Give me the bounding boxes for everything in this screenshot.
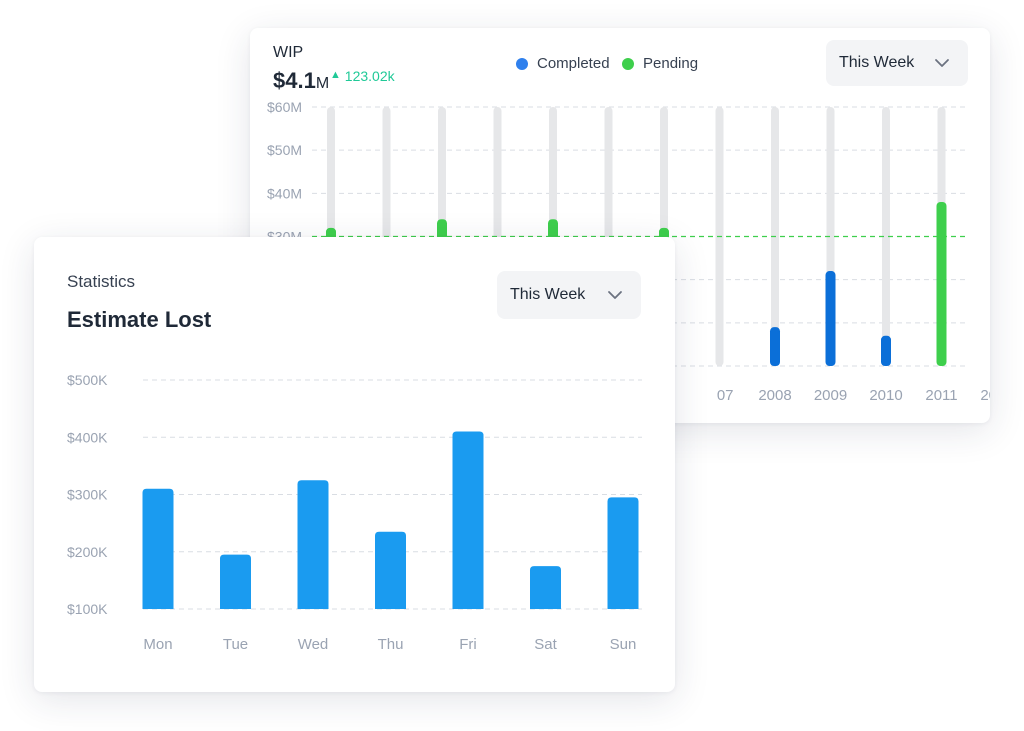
bar-completed (881, 335, 891, 366)
wip-value-unit: M (315, 75, 330, 92)
bar-completed (770, 327, 780, 366)
x-tick-label: 2009 (814, 387, 847, 404)
y-tick-label: $200K (67, 544, 108, 560)
chevron-down-icon (935, 59, 949, 67)
estimate-lost-card: Statistics Estimate Lost This Week $500K… (34, 237, 675, 692)
x-tick-label: Mon (143, 636, 172, 653)
wip-change: ▲ 123.02k (330, 68, 395, 84)
x-tick-label: Sun (610, 636, 637, 653)
x-tick-label: 2010 (869, 387, 902, 404)
x-tick-label: Wed (298, 636, 329, 653)
lost-period-value: This Week (510, 286, 586, 303)
section-label: Statistics (67, 272, 136, 291)
x-tick-label: 07 (717, 387, 734, 404)
legend-completed: Completed (516, 55, 610, 72)
x-tick-label: 2012 (980, 387, 990, 404)
wip-period-dropdown[interactable]: This Week (826, 40, 968, 86)
bar-wed (297, 480, 329, 609)
chart-title: Estimate Lost (67, 307, 212, 332)
bar-pending (936, 201, 947, 366)
x-tick-label: Fri (459, 636, 477, 653)
bar-sat (530, 566, 561, 609)
x-tick-label: Tue (223, 636, 248, 653)
wip-period-value: This Week (839, 54, 915, 71)
legend-pending: Pending (622, 55, 698, 72)
bar-track (882, 107, 890, 366)
y-tick-label: $100K (67, 601, 108, 617)
y-tick-label: $400K (67, 429, 108, 445)
x-tick-label: 2011 (925, 387, 957, 404)
legend-pending-dot (622, 57, 634, 70)
x-tick-label: Sat (534, 636, 557, 653)
bar-tue (220, 554, 251, 609)
bar-mon (142, 488, 174, 609)
y-tick-label: $500K (67, 372, 108, 388)
x-tick-label: 2008 (758, 387, 791, 404)
wip-value: $4.1M (273, 68, 329, 94)
wip-title: WIP (273, 44, 304, 61)
legend-completed-label: Completed (537, 55, 610, 72)
y-tick-label: $40M (267, 185, 302, 201)
x-tick-label: Thu (378, 636, 404, 653)
bar-sun (607, 497, 639, 609)
legend-pending-label: Pending (643, 55, 699, 72)
wip-change-value: 123.02k (344, 68, 395, 84)
y-tick-label: $60M (267, 99, 302, 115)
estimate-lost-chart: $500K $400K $300K $200K $100K Mon Tue Wed Thu Fri… (67, 372, 642, 653)
y-tick-label: $300K (67, 487, 108, 503)
legend-completed-dot (516, 57, 528, 70)
bar-thu (375, 531, 406, 609)
lost-period-dropdown[interactable]: This Week (497, 271, 641, 319)
trend-up-icon: ▲ (330, 69, 341, 81)
bar-fri (452, 431, 484, 609)
bar-completed (825, 271, 836, 366)
wip-value-number: $4.1 (273, 68, 316, 93)
y-tick-label: $50M (267, 142, 302, 158)
chevron-down-icon (608, 291, 622, 299)
